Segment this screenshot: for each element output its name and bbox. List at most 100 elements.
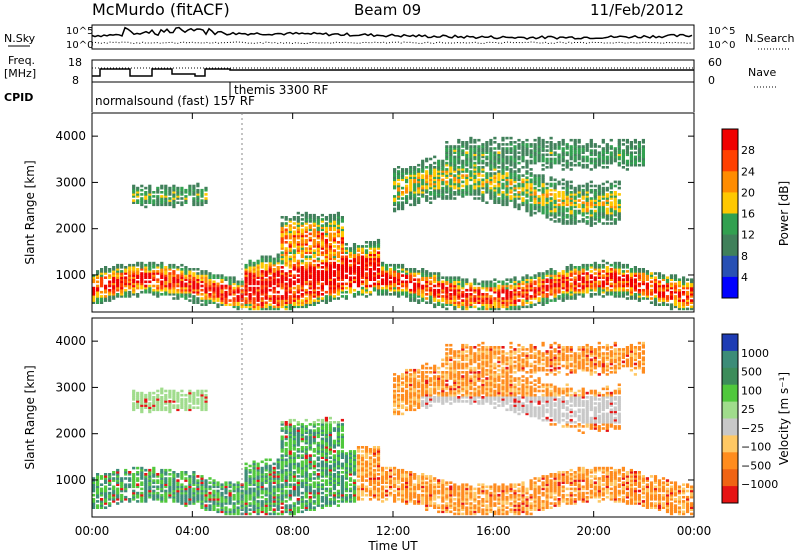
heatmap-cell: [332, 213, 336, 217]
heatmap-cell: [425, 274, 429, 277]
heatmap-cell: [397, 203, 401, 207]
heatmap-cell: [553, 299, 557, 302]
heatmap-cell: [573, 272, 577, 275]
heatmap-cell: [292, 274, 296, 277]
heatmap-cell: [457, 151, 461, 154]
heatmap-cell: [372, 251, 377, 254]
heatmap-cell: [264, 502, 268, 505]
heatmap-cell: [405, 180, 409, 184]
heatmap-cell: [92, 493, 96, 497]
heatmap-cell: [104, 473, 108, 476]
heatmap-cell: [641, 297, 645, 300]
heatmap-cell: [112, 471, 116, 474]
heatmap-cell: [577, 193, 581, 196]
heatmap-cell: [481, 280, 485, 284]
freq-line: [92, 68, 694, 77]
heatmap-cell: [148, 495, 152, 499]
heatmap-cell: [509, 286, 513, 290]
heatmap-cell: [605, 276, 609, 279]
heatmap-cell: [284, 247, 288, 250]
heatmap-cell: [272, 502, 276, 505]
heatmap-cell: [260, 483, 264, 486]
heatmap-cell: [96, 284, 100, 288]
heatmap-cell: [497, 193, 501, 196]
heatmap-cell: [200, 278, 204, 281]
heatmap-cell: [617, 145, 621, 148]
heatmap-cell: [577, 161, 581, 165]
heatmap-cell: [401, 268, 405, 271]
heatmap-cell: [525, 184, 529, 188]
heatmap-cell: [597, 188, 601, 192]
heatmap-cell: [397, 178, 401, 182]
heatmap-cell: [180, 280, 184, 284]
heatmap-cell: [433, 184, 437, 188]
heatmap-cell: [320, 234, 324, 238]
heatmap-cell: [184, 408, 188, 412]
heatmap-cell: [276, 268, 280, 271]
heatmap-cell: [529, 276, 533, 279]
heatmap-cell: [525, 182, 529, 186]
heatmap-cell: [401, 293, 405, 296]
heatmap-cell: [160, 286, 164, 290]
heatmap-cell: [461, 180, 465, 184]
heatmap-cell: [453, 293, 457, 296]
heatmap-cell: [489, 149, 493, 152]
heatmap-cell: [224, 502, 228, 505]
heatmap-cell: [613, 280, 617, 284]
heatmap-cell: [397, 207, 401, 211]
heatmap-cell: [557, 213, 561, 217]
heatmap-cell: [453, 163, 457, 167]
heatmap-cell: [557, 297, 561, 300]
heatmap-cell: [409, 293, 413, 296]
heatmap-cell: [224, 495, 228, 499]
heatmap-cell: [260, 460, 264, 464]
heatmap-cell: [152, 270, 156, 273]
heatmap-cell: [461, 293, 465, 296]
heatmap-cell: [537, 207, 541, 211]
heatmap-cell: [513, 161, 517, 165]
heatmap-cell: [529, 195, 533, 198]
heatmap-cell: [389, 293, 393, 296]
heatmap-cell: [284, 228, 288, 232]
heatmap-cell: [220, 276, 224, 279]
heatmap-cell: [320, 274, 324, 277]
heatmap-cell: [96, 491, 100, 495]
heatmap-cell: [453, 159, 457, 163]
heatmap-cell: [617, 201, 621, 204]
heatmap-cell: [356, 278, 361, 281]
heatmap-cell: [300, 245, 304, 248]
heatmap-cell: [509, 305, 513, 309]
heatmap-cell: [585, 149, 589, 152]
heatmap-cell: [633, 274, 637, 277]
heatmap-cell: [585, 274, 589, 277]
heatmap-cell: [188, 288, 192, 292]
heatmap-cell: [597, 284, 601, 288]
heatmap-cell: [140, 483, 144, 486]
heatmap-cell: [376, 272, 381, 275]
heatmap-cell: [569, 155, 573, 159]
y-tick-label: 2000: [55, 222, 86, 236]
heatmap-cell: [160, 199, 164, 202]
heatmap-cell: [196, 182, 200, 186]
heatmap-cell: [172, 280, 176, 284]
heatmap-cell: [180, 188, 184, 192]
heatmap-cell: [156, 266, 160, 269]
heatmap-cell: [573, 147, 577, 150]
heatmap-cell: [601, 147, 605, 150]
heatmap-cell: [284, 216, 288, 219]
heatmap-cell: [445, 161, 449, 165]
heatmap-cell: [260, 495, 264, 499]
heatmap-cell: [340, 257, 344, 261]
heatmap-cell: [545, 272, 549, 275]
heatmap-cell: [605, 199, 609, 202]
heatmap-cell: [300, 253, 304, 257]
heatmap-cell: [284, 259, 288, 263]
heatmap-cell: [517, 182, 521, 186]
heatmap-cell: [176, 398, 180, 401]
heatmap-cell: [356, 255, 361, 259]
heatmap-cell: [176, 473, 180, 476]
heatmap-cell: [152, 263, 156, 267]
heatmap-cell: [589, 263, 593, 267]
heatmap-cell: [585, 276, 589, 279]
heatmap-cell: [148, 266, 152, 269]
